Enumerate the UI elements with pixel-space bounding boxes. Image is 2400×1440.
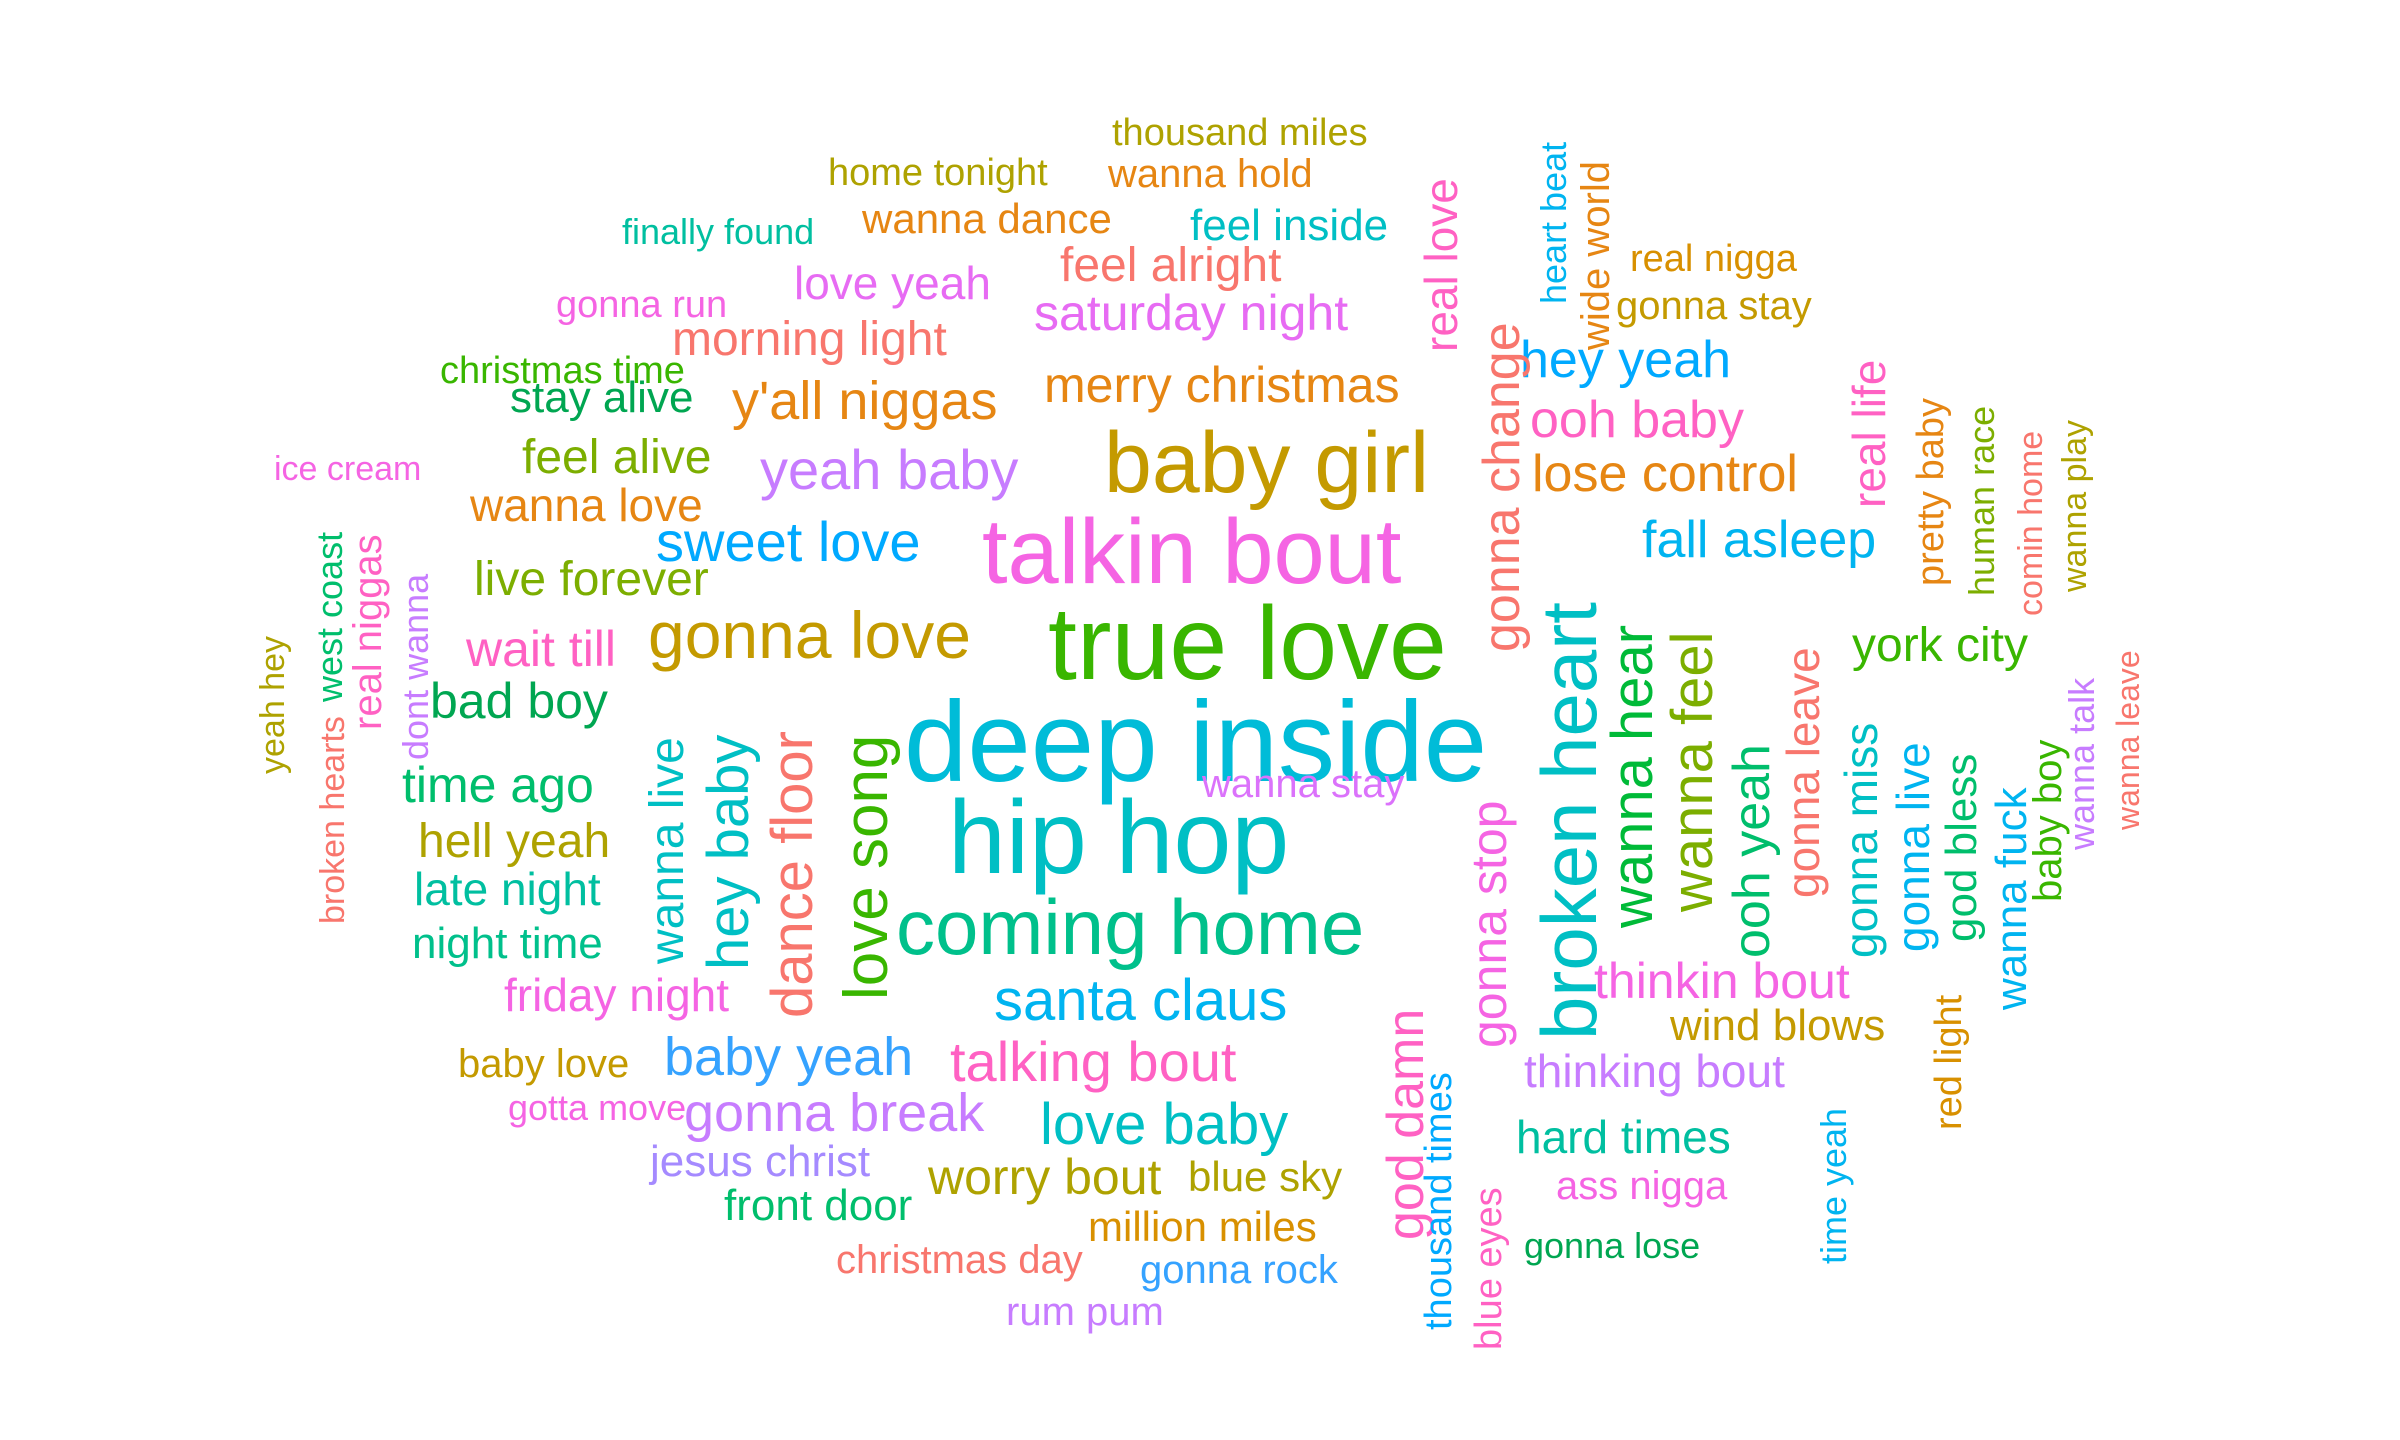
word: worry bout [928,1149,1162,1205]
word: gonna run [556,284,728,326]
word: wanna stay [1202,762,1405,806]
word: baby love [458,1042,630,1086]
word: york city [1852,619,2029,672]
word: gonna leave [1777,647,1829,898]
word: wanna talk [2061,677,2102,850]
word: gonna break [684,1083,985,1143]
word: dont wanna [395,573,436,760]
word: thinking bout [1524,1045,1785,1097]
word: late night [414,863,601,915]
word: love song [832,734,901,1000]
word: gonna live [1887,742,1939,952]
word: million miles [1088,1203,1317,1250]
word: wind blows [1670,1001,1886,1050]
word: god bless [1937,753,1986,942]
word: jesus christ [650,1137,871,1186]
word: yeah hey [254,636,292,774]
word: fall asleep [1642,511,1877,569]
word: morning light [672,313,947,366]
word: feel alright [1060,239,1282,292]
word: time ago [402,757,594,813]
word: comin home [2012,430,2050,616]
word: baby yeah [664,1027,914,1087]
word: front door [724,1181,913,1230]
word: finally found [622,211,815,252]
word: thousand miles [1112,112,1368,154]
word: thousand times [1418,1072,1460,1330]
word: merry christmas [1044,357,1400,413]
word: baby girl [1104,415,1430,511]
word: hey baby [696,734,761,970]
word: wanna live [641,737,694,964]
word: gonna rock [1140,1248,1338,1292]
word: hip hop [948,780,1290,896]
word: live forever [474,553,709,606]
word: gonna stay [1616,284,1812,328]
word: ass nigga [1556,1164,1728,1208]
word: gotta move [508,1087,687,1128]
word: christmas day [836,1238,1083,1282]
word: blue sky [1188,1153,1343,1200]
word: human race [1961,405,2002,596]
word: blue eyes [1468,1187,1510,1350]
word: real love [1415,178,1467,352]
word: friday night [504,969,730,1021]
word: wait till [466,621,617,677]
word: bad boy [430,673,608,729]
word: deep inside [904,679,1488,806]
word: red light [1928,994,1970,1130]
word: wanna feel [1660,631,1725,912]
word: night time [412,919,603,968]
word: feel inside [1190,201,1389,250]
word: love yeah [794,257,991,309]
word: hard times [1516,1111,1731,1163]
word: saturday night [1034,285,1349,341]
word: real niggas [346,534,390,730]
word: y'all niggas [732,371,998,431]
word: broken heart [1525,602,1613,1040]
word: christmas time [440,350,685,392]
word: yeah baby [760,438,1019,501]
word: wide world [1574,161,1618,350]
word: feel alive [522,431,712,484]
word: sweet love [656,510,921,573]
word: coming home [896,883,1365,971]
word: dance floor [760,731,825,1018]
word: heart beat [1533,141,1574,304]
word: wanna play [2056,419,2094,592]
word: wanna love [470,479,703,531]
word: lose control [1532,445,1798,503]
word: pretty baby [1910,398,1952,586]
word: true love [1048,586,1447,702]
word: rum pum [1006,1290,1164,1334]
word: ooh yeah [1723,744,1781,958]
word: love baby [1040,1092,1289,1157]
word: gonna lose [1524,1225,1701,1266]
word: gonna change [1473,322,1531,652]
word: talkin bout [982,501,1402,603]
word: wanna dance [862,195,1112,242]
word: ice cream [274,450,422,488]
word: broken hearts [314,716,352,924]
word: gonna stop [1461,800,1517,1048]
word: hey yeah [1520,331,1732,389]
word: stay alive [510,373,694,422]
word: gonna miss [1835,722,1887,958]
word: wanna hear [1600,624,1665,928]
word: real life [1843,359,1895,508]
word: ooh baby [1530,391,1744,449]
word: west coast [309,531,350,702]
word: gonna love [648,598,971,672]
word: real nigga [1630,238,1797,280]
word: hell yeah [418,815,611,868]
word: time yeah [1813,1107,1854,1264]
word: home tonight [828,152,1048,194]
word: wanna hold [1108,152,1313,196]
word: santa claus [994,968,1288,1033]
word: talking bout [950,1030,1237,1093]
word: thinkin bout [1594,953,1850,1009]
word: wanna leave [2110,650,2146,830]
